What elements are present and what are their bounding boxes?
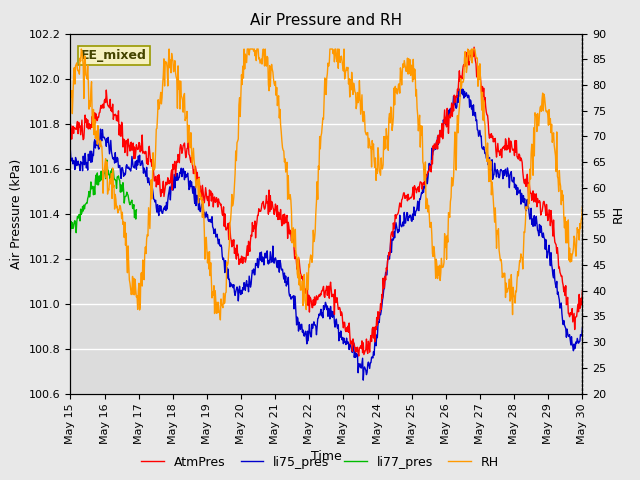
RH bbox=[394, 89, 402, 95]
li75_pres bbox=[67, 148, 74, 154]
li77_pres bbox=[100, 169, 108, 175]
RH bbox=[77, 46, 85, 52]
AtmPres bbox=[365, 338, 372, 344]
li75_pres bbox=[365, 359, 372, 365]
li75_pres bbox=[360, 377, 367, 383]
li75_pres bbox=[394, 227, 401, 233]
RH bbox=[379, 166, 387, 172]
RH bbox=[67, 93, 74, 98]
li77_pres bbox=[103, 157, 111, 163]
AtmPres bbox=[579, 288, 586, 294]
li75_pres bbox=[579, 325, 586, 331]
AtmPres bbox=[355, 353, 363, 359]
RH bbox=[99, 155, 106, 161]
AtmPres bbox=[98, 106, 106, 111]
AtmPres bbox=[394, 212, 401, 217]
X-axis label: Time: Time bbox=[311, 450, 342, 463]
Line: AtmPres: AtmPres bbox=[70, 47, 582, 356]
RH bbox=[365, 135, 373, 141]
li77_pres bbox=[84, 196, 92, 202]
AtmPres bbox=[509, 147, 516, 153]
AtmPres bbox=[456, 68, 463, 74]
Y-axis label: Air Pressure (kPa): Air Pressure (kPa) bbox=[10, 158, 23, 269]
AtmPres bbox=[378, 291, 386, 297]
li75_pres bbox=[456, 86, 463, 92]
AtmPres bbox=[67, 121, 74, 127]
Y-axis label: RH: RH bbox=[612, 204, 625, 223]
Line: RH: RH bbox=[70, 49, 582, 320]
Title: Air Pressure and RH: Air Pressure and RH bbox=[250, 13, 403, 28]
li75_pres bbox=[98, 138, 106, 144]
li77_pres bbox=[132, 207, 140, 213]
RH bbox=[216, 317, 224, 323]
Legend: AtmPres, li75_pres, li77_pres, RH: AtmPres, li75_pres, li77_pres, RH bbox=[136, 451, 504, 474]
RH bbox=[579, 204, 586, 210]
li77_pres bbox=[128, 197, 136, 203]
AtmPres bbox=[470, 44, 478, 50]
li75_pres bbox=[378, 303, 386, 309]
Line: li75_pres: li75_pres bbox=[70, 87, 582, 380]
li77_pres bbox=[68, 220, 76, 226]
Text: EE_mixed: EE_mixed bbox=[81, 49, 147, 62]
li75_pres bbox=[509, 179, 516, 184]
li77_pres bbox=[131, 207, 139, 213]
RH bbox=[456, 96, 464, 101]
RH bbox=[509, 312, 516, 317]
Line: li77_pres: li77_pres bbox=[70, 160, 136, 233]
li77_pres bbox=[72, 230, 80, 236]
li77_pres bbox=[86, 190, 94, 196]
li77_pres bbox=[67, 229, 74, 235]
li75_pres bbox=[457, 84, 465, 90]
